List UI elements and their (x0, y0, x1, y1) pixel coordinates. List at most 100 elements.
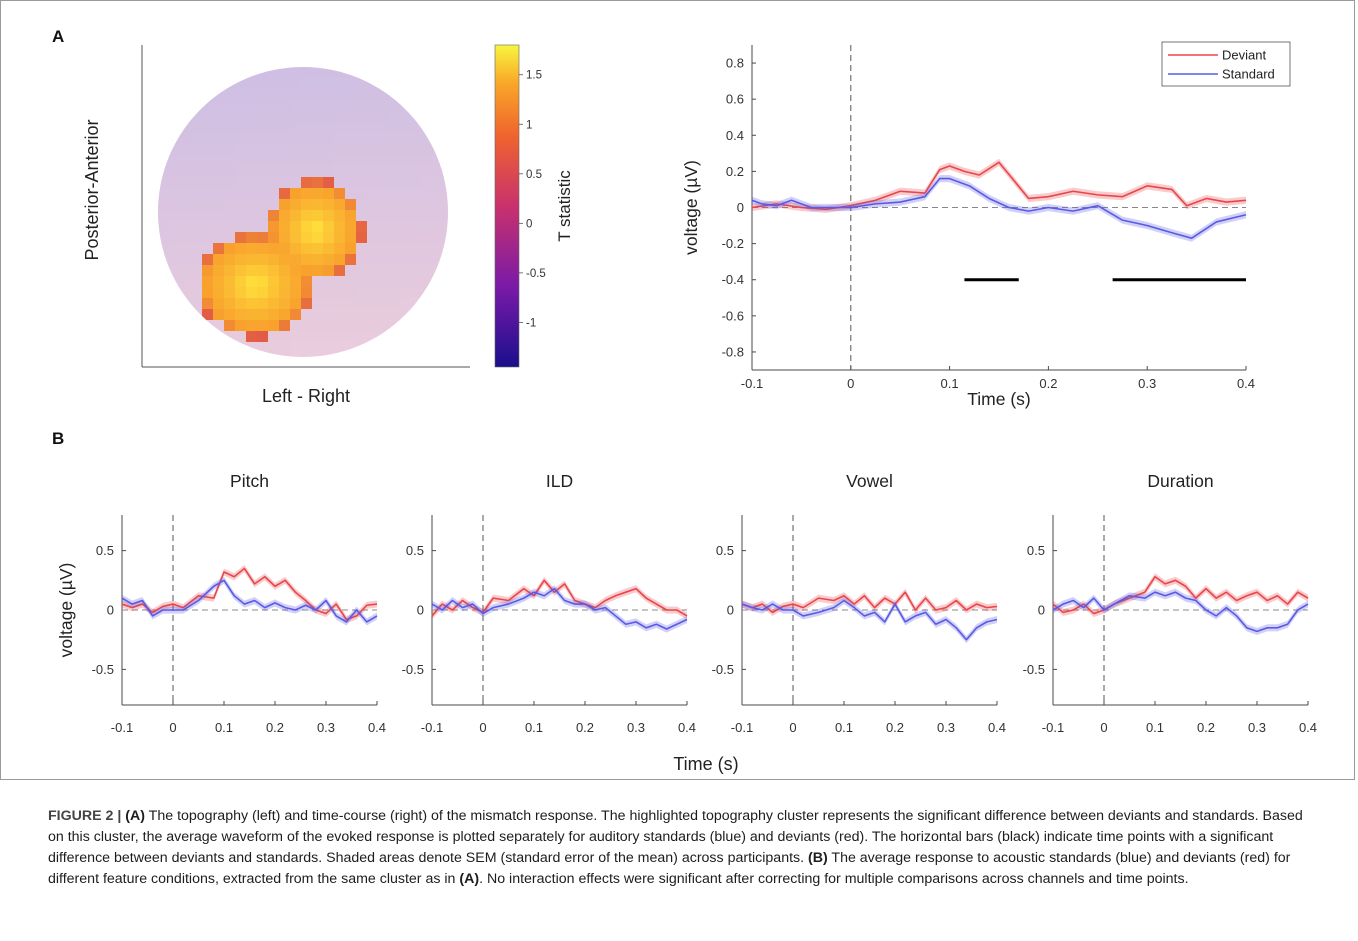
topo-pixel (290, 89, 302, 101)
topo-pixel (422, 265, 434, 277)
topo-pixel (180, 144, 192, 156)
topo-pixel (213, 89, 225, 101)
topo-pixel (389, 309, 401, 321)
topo-pixel (444, 243, 448, 255)
topo-pixel (290, 265, 302, 277)
topo-pixel (213, 188, 225, 200)
topo-pixel (411, 298, 423, 310)
topo-pixel (180, 111, 192, 123)
topo-pixel (411, 122, 423, 134)
y-tick-label: 0.8 (726, 56, 744, 71)
topo-pixel (356, 298, 368, 310)
topo-pixel (246, 155, 258, 167)
y-tick-label: 0 (417, 603, 424, 618)
topo-pixel (323, 309, 335, 321)
topo-pixel (378, 89, 390, 101)
topo-pixel (279, 331, 291, 343)
topo-pixel (246, 210, 258, 222)
topo-pixel (433, 320, 445, 332)
topo-pixel (312, 353, 324, 357)
topo-pixel (301, 276, 313, 288)
topo-pixel (224, 100, 236, 112)
topo-pixel (180, 331, 192, 343)
topo-pixel (301, 331, 313, 343)
topo-pixel (356, 89, 368, 101)
topo-pixel (202, 177, 214, 189)
topo-pixel (158, 144, 170, 156)
topo-pixel (235, 210, 247, 222)
topo-pixel (378, 243, 390, 255)
topo-pixel (290, 276, 302, 288)
topo-pixel (334, 232, 346, 244)
topo-pixel (378, 254, 390, 266)
topo-pixel (345, 276, 357, 288)
topo-pixel (389, 232, 401, 244)
topo-pixel (213, 100, 225, 112)
topo-pixel (224, 254, 236, 266)
topo-pixel (202, 78, 214, 90)
topo-pixel (246, 342, 258, 354)
topo-pixel (389, 155, 401, 167)
topo-pixel (224, 111, 236, 123)
topo-pixel (279, 232, 291, 244)
topo-pixel (246, 320, 258, 332)
topo-pixel (433, 243, 445, 255)
topo-pixel (389, 133, 401, 145)
series-line-deviant (431, 579, 688, 617)
topo-pixel (268, 177, 280, 189)
topo-pixel (290, 155, 302, 167)
topo-pixel (345, 254, 357, 266)
topo-pixel (367, 331, 379, 343)
topo-pixel (345, 177, 357, 189)
topo-pixel (169, 353, 181, 357)
topo-pixel (345, 298, 357, 310)
topo-pixel (224, 199, 236, 211)
topo-pixel (224, 67, 236, 79)
topo-pixel (169, 144, 181, 156)
topo-pixel (235, 89, 247, 101)
topo-pixel (213, 199, 225, 211)
topo-pixel (279, 133, 291, 145)
topo-pixel (334, 122, 346, 134)
topo-pixel (422, 133, 434, 145)
topo-pixel (191, 210, 203, 222)
topo-pixel (378, 232, 390, 244)
topo-pixel (444, 254, 448, 266)
topo-pixel (356, 276, 368, 288)
topo-pixel (257, 166, 269, 178)
topo-pixel (158, 221, 170, 233)
topo-pixel (257, 298, 269, 310)
topo-pixel (235, 221, 247, 233)
topo-pixel (158, 232, 170, 244)
topo-pixel (367, 89, 379, 101)
topo-pixel (400, 155, 412, 167)
topo-pixel (246, 166, 258, 178)
topo-pixel (400, 166, 412, 178)
x-tick-label: -0.1 (731, 720, 753, 735)
topo-pixel (158, 177, 170, 189)
chart-b-duration: -0.1 0 0.1 0.2 0.3 0.4 0.5 0 -0.5 Duration (1023, 471, 1317, 735)
topo-pixel (444, 67, 448, 79)
topo-pixel (433, 67, 445, 79)
topo-pixel (224, 309, 236, 321)
colorbar-tick-label: 0 (526, 218, 532, 230)
topo-pixel (356, 177, 368, 189)
topo-pixel (356, 331, 368, 343)
topo-pixel (158, 210, 170, 222)
topo-pixel (411, 232, 423, 244)
topo-pixel (356, 78, 368, 90)
topo-pixel (444, 309, 448, 321)
topo-pixel (290, 243, 302, 255)
x-tick-label: 0.2 (266, 720, 284, 735)
x-tick-label: 0 (479, 720, 486, 735)
topo-pixel (213, 342, 225, 354)
topo-pixel (400, 287, 412, 299)
topo-pixel (422, 254, 434, 266)
topo-pixel (290, 331, 302, 343)
topo-pixel (235, 122, 247, 134)
topo-pixel (224, 320, 236, 332)
topo-pixel (202, 254, 214, 266)
topo-pixel (301, 188, 313, 200)
topo-pixel (411, 199, 423, 211)
topo-pixel (191, 309, 203, 321)
